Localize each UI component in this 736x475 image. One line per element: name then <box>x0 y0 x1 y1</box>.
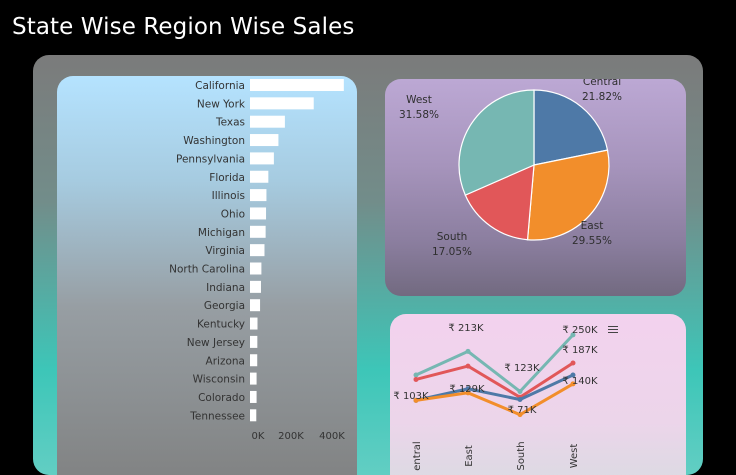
pie-slice-central <box>533 89 609 166</box>
line-point-2-1 <box>465 386 471 392</box>
line-point-0-3 <box>570 332 576 338</box>
region-sales-pie-chart: Central 21.82% East 29.55% South 17.05% West 31… <box>385 76 686 296</box>
bar-label-4: Pennsylvania <box>176 153 245 165</box>
bar-label-16: Wisconsin <box>193 374 245 386</box>
bar-5 <box>250 170 269 183</box>
bar-label-0: California <box>195 80 245 92</box>
line-data-label-4: ₹ 129K <box>449 384 485 395</box>
line-point-0-0 <box>413 372 419 378</box>
line-data-label-1: ₹ 250K <box>562 325 598 336</box>
x-category-label-3: West <box>569 444 580 469</box>
bar-8 <box>250 225 266 238</box>
line-point-1-3 <box>570 360 576 366</box>
pie-value-west: 31.58% <box>399 109 439 121</box>
bar-label-14: New Jersey <box>187 337 245 349</box>
bar-3 <box>250 134 279 147</box>
bar-16 <box>250 372 257 385</box>
line-data-label-0: ₹ 213K <box>448 323 484 334</box>
bar-7 <box>250 207 267 220</box>
bar-label-6: Illinois <box>212 190 245 202</box>
dashboard-container: California New York Texas Washington Pennsyl… <box>33 55 703 475</box>
line-data-label-5: ₹ 103K <box>393 391 429 402</box>
line-point-2-2 <box>517 397 523 402</box>
pie-label-east: East <box>581 220 604 232</box>
bar-label-8: Michigan <box>198 227 245 239</box>
bar-label-10: North Carolina <box>169 264 245 276</box>
pie-value-central: 21.82% <box>582 91 622 103</box>
bar-6 <box>250 189 267 202</box>
line-data-label-3: ₹ 123K <box>504 363 540 374</box>
bar-4 <box>250 152 274 165</box>
bar-11 <box>250 280 261 293</box>
line-point-0-2 <box>517 388 523 394</box>
line-point-3-3 <box>570 381 576 387</box>
pie-value-south: 17.05% <box>432 246 472 258</box>
line-series-3 <box>415 382 574 417</box>
line-point-1-1 <box>465 363 471 369</box>
line-data-label-7: ₹ 71K <box>508 405 537 416</box>
bar-chart-svg: California New York Texas Washington Pennsyl… <box>169 79 345 442</box>
region-sales-line-chart: ₹ 213K ₹ 250K ₹ 187K ₹ 123K ₹ 129K ₹ 103K ₹ 14… <box>390 314 686 475</box>
bar-15 <box>250 354 258 367</box>
x-tick-label-1: 200K <box>278 431 304 442</box>
bar-label-13: Kentucky <box>197 319 245 331</box>
line-data-label-6: ₹ 140K <box>562 376 598 387</box>
bar-label-17: Colorado <box>198 392 245 404</box>
pie-slice-east <box>526 149 610 241</box>
bar-label-15: Arizona <box>206 355 245 367</box>
pie-label-central: Central <box>583 79 621 88</box>
line-series-2 <box>415 373 574 402</box>
pie-slice-west <box>458 89 535 196</box>
bar-label-7: Ohio <box>221 208 245 220</box>
bar-label-1: New York <box>197 98 246 110</box>
state-sales-bar-chart: California New York Texas Washington Pennsyl… <box>57 76 357 475</box>
line-point-3-0 <box>413 397 419 403</box>
line-series-0 <box>415 333 575 394</box>
bar-9 <box>250 244 265 257</box>
line-chart-svg: ₹ 213K ₹ 250K ₹ 187K ₹ 123K ₹ 129K ₹ 103K ₹ 14… <box>393 323 598 471</box>
line-point-2-3 <box>570 372 576 378</box>
bar-1 <box>250 97 314 110</box>
bar-label-12: Georgia <box>204 300 245 312</box>
line-point-3-1 <box>465 390 471 396</box>
line-point-0-1 <box>465 348 471 354</box>
bar-label-3: Washington <box>183 135 245 147</box>
bar-17 <box>250 390 257 403</box>
x-category-label-2: South <box>516 441 527 470</box>
x-tick-label-2: 400K <box>319 431 345 442</box>
line-point-1-0 <box>413 376 419 382</box>
line-data-label-2: ₹ 187K <box>562 345 598 356</box>
bar-2 <box>250 115 285 128</box>
pie-label-south: South <box>437 231 468 243</box>
line-series-1 <box>415 361 574 400</box>
bar-label-11: Indiana <box>206 282 245 294</box>
pie-chart-svg: Central 21.82% East 29.55% South 17.05% West 31… <box>399 76 622 258</box>
x-category-label-0: entral <box>412 441 423 470</box>
page-title: State Wise Region Wise Sales <box>12 14 355 40</box>
pie-label-west: West <box>406 94 432 106</box>
bar-10 <box>250 262 262 275</box>
bar-12 <box>250 299 261 312</box>
line-point-3-2 <box>517 412 523 418</box>
bar-13 <box>250 317 258 330</box>
bar-label-9: Virginia <box>205 245 245 257</box>
bar-14 <box>250 335 258 348</box>
bar-label-5: Florida <box>209 172 245 184</box>
x-tick-label-0: 0K <box>252 431 265 442</box>
menu-icon[interactable] <box>608 326 618 334</box>
x-category-label-1: East <box>464 445 475 467</box>
pie-slice-south <box>464 164 535 241</box>
pie-value-east: 29.55% <box>572 235 612 247</box>
bar-0 <box>250 79 344 91</box>
bar-label-18: Tennessee <box>189 410 245 422</box>
bar-label-2: Texas <box>215 117 245 129</box>
bar-18 <box>250 409 257 422</box>
